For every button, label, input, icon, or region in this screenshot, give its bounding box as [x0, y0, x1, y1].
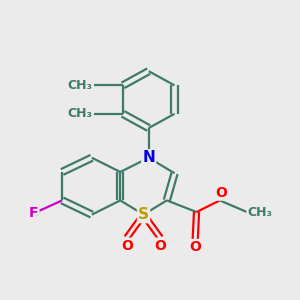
Text: O: O [189, 240, 201, 254]
Text: CH₃: CH₃ [68, 107, 93, 120]
Text: F: F [29, 206, 38, 220]
Text: O: O [121, 238, 133, 253]
Text: S: S [138, 207, 149, 222]
Text: CH₃: CH₃ [68, 79, 93, 92]
Text: O: O [154, 238, 166, 253]
Text: CH₃: CH₃ [247, 206, 272, 218]
Text: N: N [142, 150, 155, 165]
Text: O: O [215, 186, 227, 200]
